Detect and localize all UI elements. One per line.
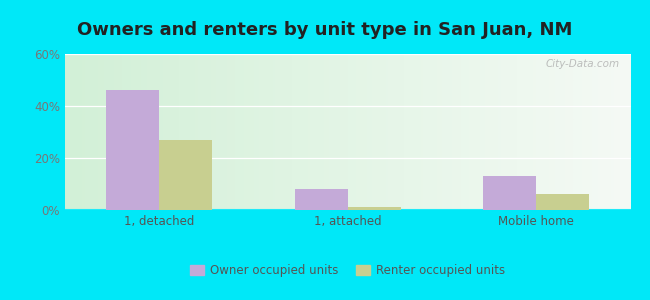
Bar xyxy=(107,90,159,210)
Bar xyxy=(484,176,536,210)
Bar xyxy=(159,140,212,210)
Bar xyxy=(348,207,400,210)
Bar xyxy=(536,194,589,210)
Text: Owners and renters by unit type in San Juan, NM: Owners and renters by unit type in San J… xyxy=(77,21,573,39)
Legend: Owner occupied units, Renter occupied units: Owner occupied units, Renter occupied un… xyxy=(185,260,510,282)
Bar xyxy=(295,189,348,210)
Text: City-Data.com: City-Data.com xyxy=(545,59,619,69)
